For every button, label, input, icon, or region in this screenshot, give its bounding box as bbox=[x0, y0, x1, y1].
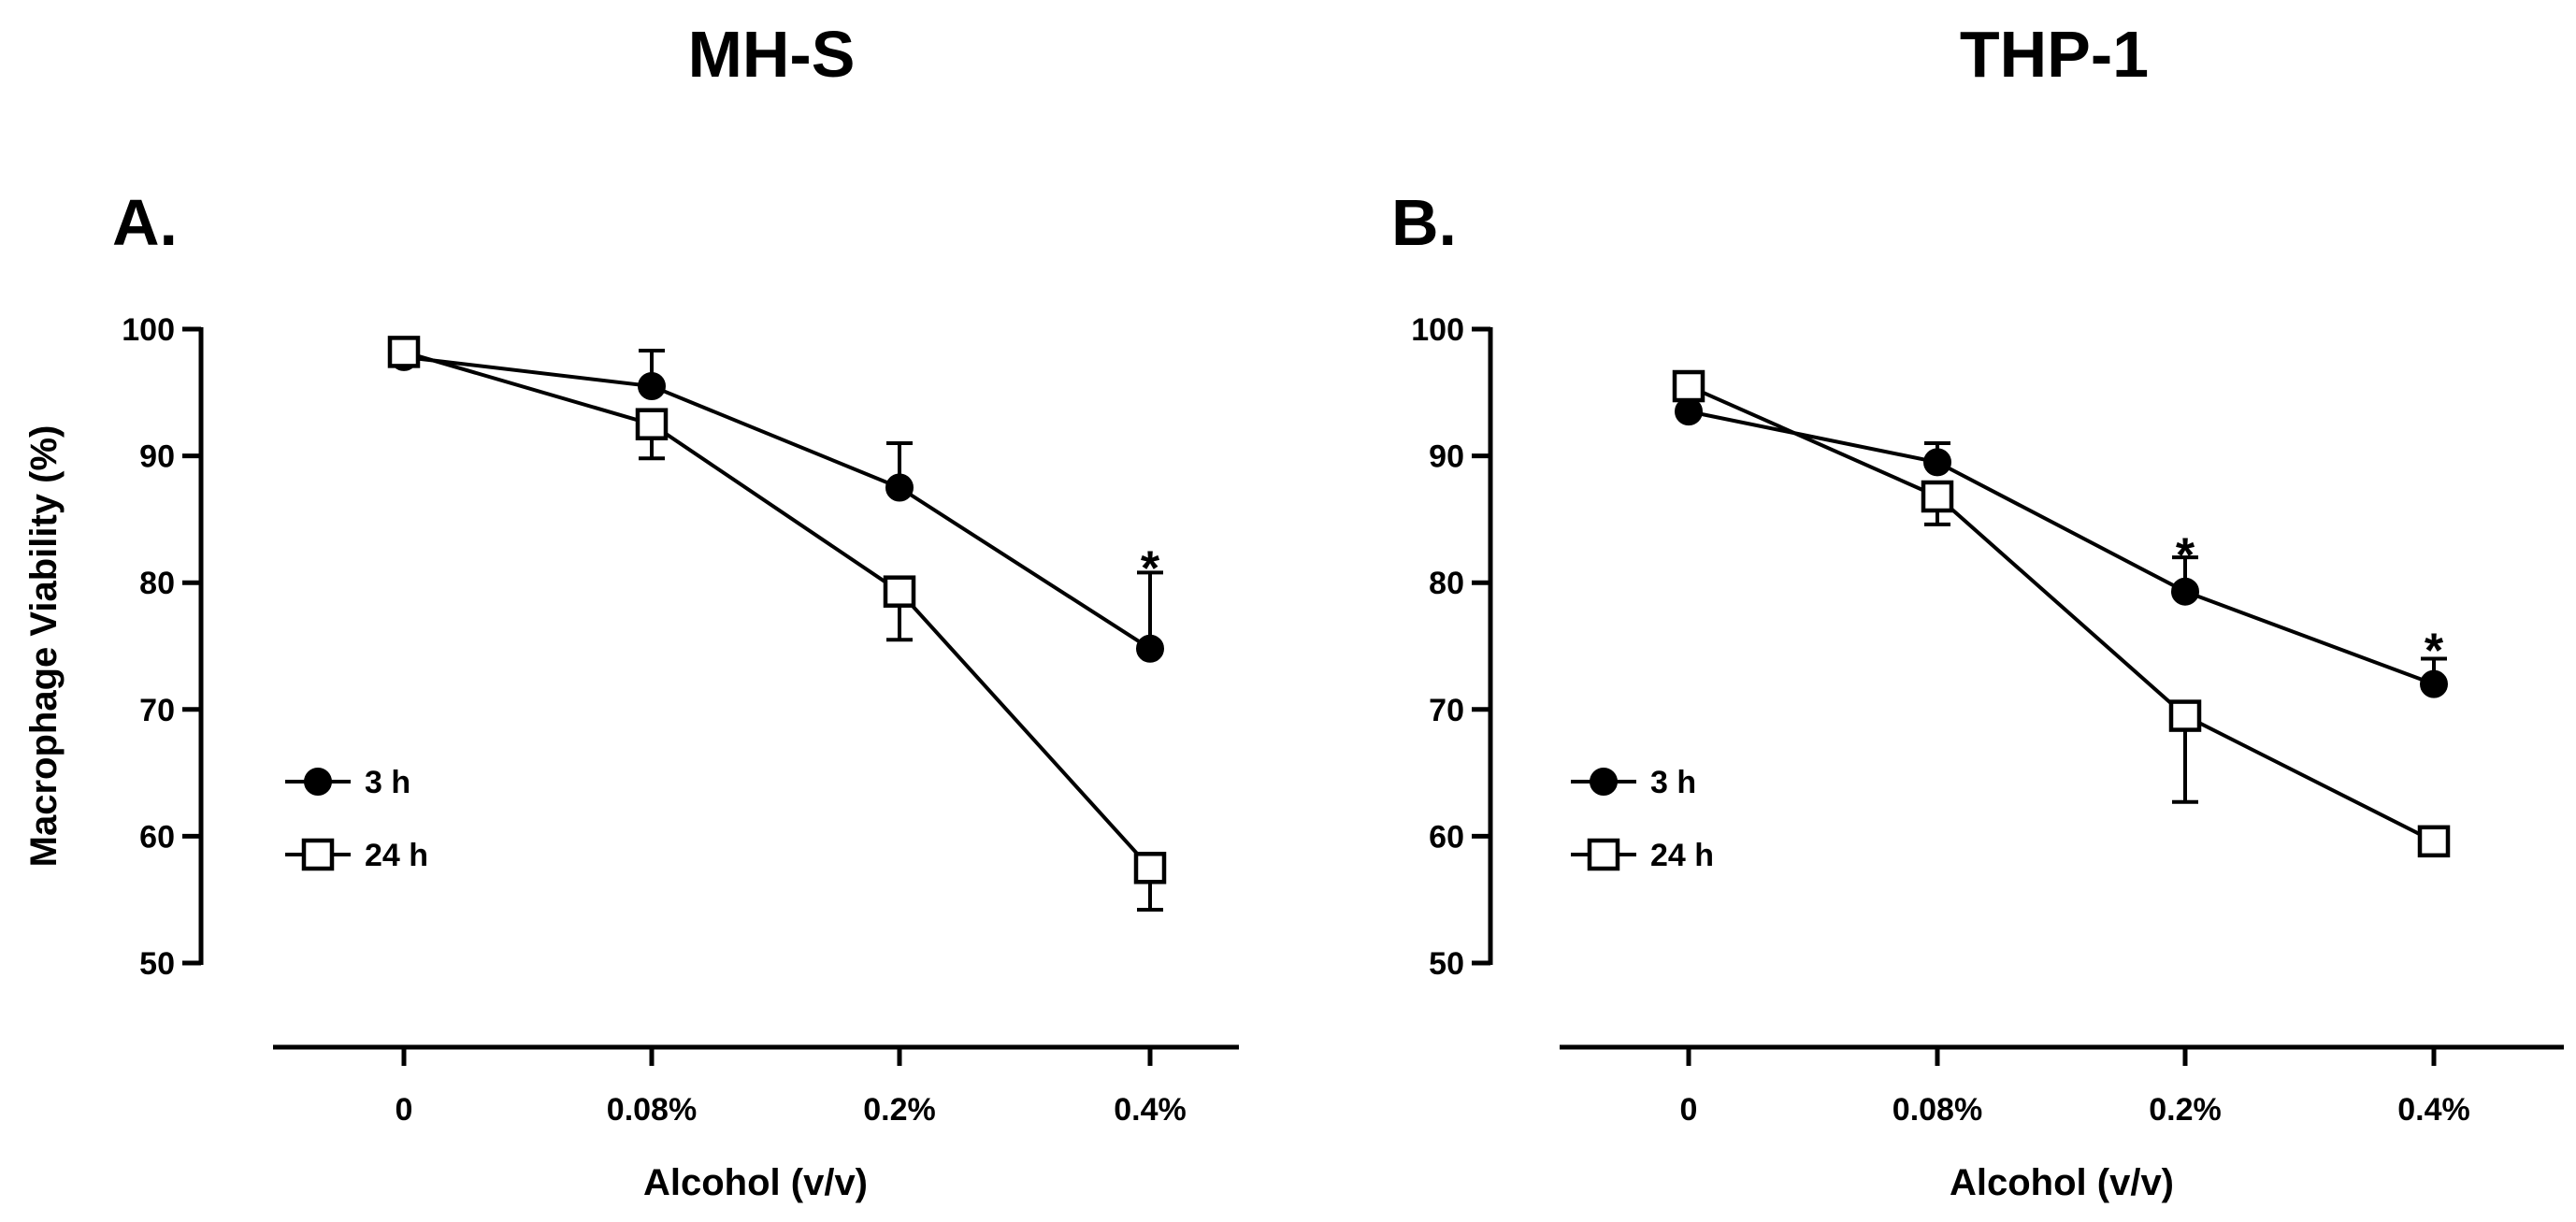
x-tick-label-0-1: 0.08% bbox=[607, 1092, 697, 1128]
y-tick-label-0-4: 90 bbox=[139, 439, 175, 475]
significance-marker-0-0: * bbox=[1141, 541, 1160, 596]
data-point-1-0-1 bbox=[1923, 448, 1951, 477]
chart-title-1: THP-1 bbox=[1960, 18, 2149, 91]
legend-marker-1-0 bbox=[1590, 768, 1618, 796]
significance-marker-1-0: * bbox=[2176, 529, 2195, 583]
y-tick-label-1-2: 70 bbox=[1429, 693, 1464, 728]
legend-marker-0-1 bbox=[301, 838, 335, 871]
y-axis-label-0: Macrophage Viability (%) bbox=[23, 425, 65, 868]
y-tick-label-0-1: 60 bbox=[139, 819, 175, 855]
x-axis-label-0: Alcohol (v/v) bbox=[643, 1162, 868, 1203]
series-line-1-1 bbox=[1688, 384, 2435, 843]
data-point-1-0-3 bbox=[2420, 669, 2448, 698]
data-point-0-1-0 bbox=[387, 336, 421, 368]
data-point-1-0-2 bbox=[2171, 577, 2199, 606]
x-tick-label-0-2: 0.2% bbox=[863, 1092, 936, 1128]
x-tick-label-1-2: 0.2% bbox=[2149, 1092, 2222, 1128]
series-line-0-1 bbox=[403, 350, 1152, 870]
x-tick-label-0-0: 0 bbox=[396, 1092, 413, 1128]
data-point-0-1-1 bbox=[635, 408, 669, 440]
y-tick-label-1-0: 50 bbox=[1429, 946, 1464, 982]
legend-label-1-0: 3 h bbox=[1650, 765, 1696, 800]
y-tick-label-1-3: 80 bbox=[1429, 566, 1464, 601]
chart-title-0: MH-S bbox=[688, 18, 856, 91]
data-point-1-1-3 bbox=[2417, 825, 2451, 858]
data-point-0-1-3 bbox=[1133, 852, 1167, 884]
legend-marker-1-1 bbox=[1587, 838, 1620, 871]
data-point-1-1-1 bbox=[1921, 480, 1954, 513]
y-tick-label-1-1: 60 bbox=[1429, 819, 1464, 855]
panel-letter-1: B. bbox=[1391, 186, 1457, 259]
y-tick-label-0-5: 100 bbox=[122, 312, 175, 348]
series-line-1-0 bbox=[1688, 410, 2435, 686]
data-point-0-0-1 bbox=[638, 372, 666, 401]
legend-label-0-0: 3 h bbox=[365, 765, 410, 800]
significance-marker-1-1: * bbox=[2425, 624, 2444, 678]
data-point-0-1-2 bbox=[883, 575, 916, 608]
data-point-0-0-3 bbox=[1136, 634, 1164, 663]
y-tick-label-1-4: 90 bbox=[1429, 439, 1464, 475]
data-point-1-0-0 bbox=[1675, 397, 1703, 426]
x-tick-label-1-3: 0.4% bbox=[2397, 1092, 2470, 1128]
data-point-1-1-2 bbox=[2168, 699, 2202, 732]
legend-label-1-1: 24 h bbox=[1650, 838, 1714, 873]
x-tick-label-1-1: 0.08% bbox=[1892, 1092, 1982, 1128]
y-tick-label-0-3: 80 bbox=[139, 566, 175, 601]
legend-label-0-1: 24 h bbox=[365, 838, 428, 873]
y-tick-label-0-2: 70 bbox=[139, 693, 175, 728]
data-point-1-1-0 bbox=[1672, 369, 1705, 403]
y-tick-label-0-0: 50 bbox=[139, 946, 175, 982]
data-point-0-0-2 bbox=[885, 473, 914, 502]
x-axis-label-1: Alcohol (v/v) bbox=[1950, 1162, 2174, 1203]
y-tick-label-1-5: 100 bbox=[1411, 312, 1464, 348]
legend-marker-0-0 bbox=[304, 768, 332, 796]
series-line-0-0 bbox=[403, 354, 1152, 651]
x-tick-label-0-3: 0.4% bbox=[1114, 1092, 1187, 1128]
x-tick-label-1-0: 0 bbox=[1680, 1092, 1698, 1128]
panel-letter-0: A. bbox=[112, 186, 178, 259]
